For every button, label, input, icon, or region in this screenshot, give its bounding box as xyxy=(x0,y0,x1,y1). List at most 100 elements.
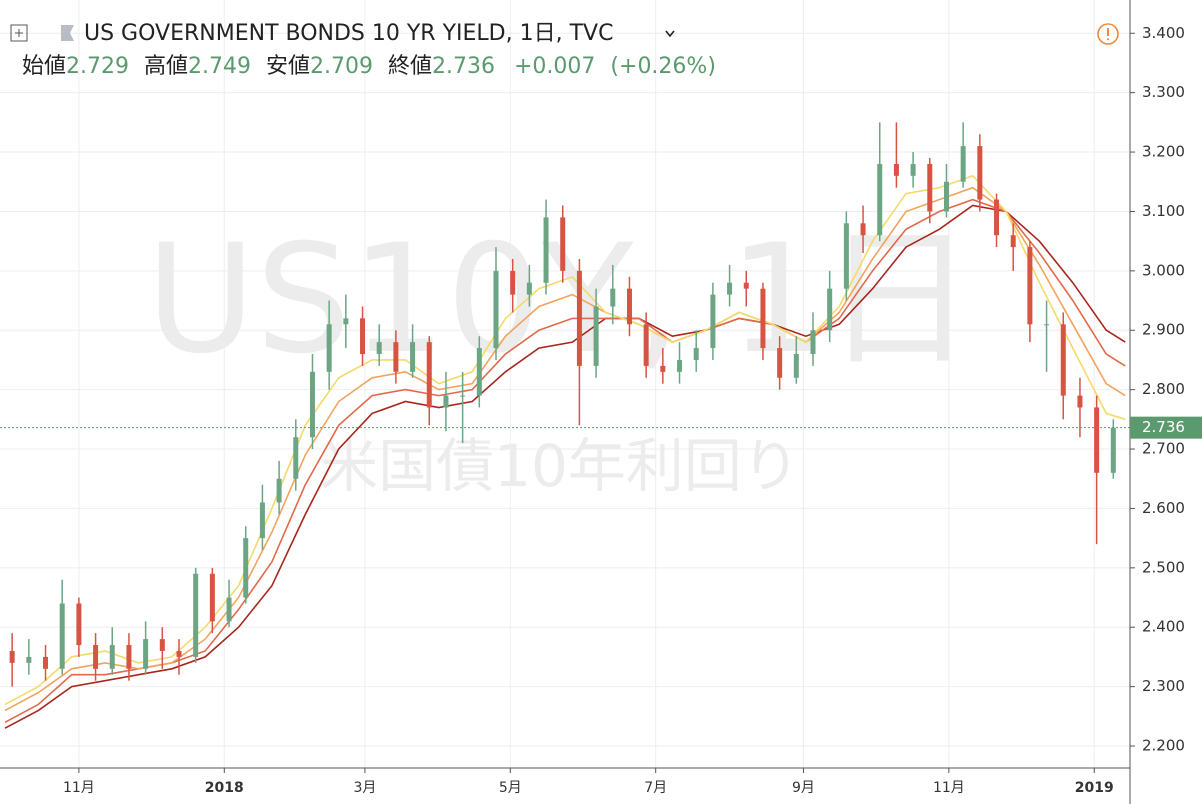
candle-body xyxy=(793,354,799,378)
x-tick-label: 2019 xyxy=(1075,780,1114,796)
candle-body xyxy=(126,645,132,669)
flag-icon xyxy=(61,25,74,41)
close-label: 終値 xyxy=(388,54,432,79)
candle-body xyxy=(360,318,366,355)
candle-body xyxy=(293,437,299,479)
y-tick-label: 3.100 xyxy=(1142,202,1185,220)
candle-body xyxy=(43,656,49,669)
candle-body xyxy=(626,288,632,325)
candle-body xyxy=(994,199,1000,236)
candle-body xyxy=(226,597,232,622)
candle-body xyxy=(410,342,416,372)
candle-body xyxy=(259,502,265,539)
candle-body xyxy=(560,217,566,271)
candle-body xyxy=(1010,235,1016,248)
candle-body xyxy=(1077,395,1083,408)
y-tick-label: 3.400 xyxy=(1142,24,1185,42)
candle-body xyxy=(710,294,716,349)
y-tick-label: 2.800 xyxy=(1142,380,1185,398)
candle-body xyxy=(727,282,733,295)
candle-body xyxy=(1044,324,1050,326)
y-tick-label: 2.500 xyxy=(1142,558,1185,576)
candle-body xyxy=(109,645,115,669)
candle-body xyxy=(543,217,549,283)
candle-body xyxy=(610,288,616,307)
moving-average-line xyxy=(4,204,1126,729)
y-tick-label: 2.900 xyxy=(1142,321,1185,339)
low-label: 安値 xyxy=(266,54,310,79)
candle-body xyxy=(143,639,149,669)
candle-body xyxy=(493,270,499,349)
axes: 2.200 2.300 2.400 2.500 2.600 2.700 2.800 2.900… xyxy=(63,24,1202,796)
open-label: 始値 xyxy=(22,54,66,79)
change-value: +0.007 xyxy=(514,54,595,79)
dropdown-caret[interactable] xyxy=(665,30,675,38)
candle-body xyxy=(827,288,833,331)
candle-body xyxy=(510,270,516,295)
candle-body xyxy=(893,163,899,176)
candle-body xyxy=(443,395,449,408)
watermark-sub: 米国債10年利回り xyxy=(320,432,800,500)
candle-body xyxy=(643,324,649,366)
candle-body xyxy=(576,270,582,366)
watermark: US10Y, 1日 xyxy=(146,213,974,387)
change-percent: (+0.26%) xyxy=(610,54,716,79)
x-tick-label: 5月 xyxy=(499,780,522,796)
x-tick-label: 3月 xyxy=(353,780,376,796)
candle-body xyxy=(877,163,883,236)
x-tick-label: 11月 xyxy=(933,780,965,796)
candle-body xyxy=(677,359,683,372)
candle-body xyxy=(777,348,783,378)
chart-title: US GOVERNMENT BONDS 10 YR YIELD, 1日, TVC xyxy=(84,21,613,46)
candle-body xyxy=(159,639,165,651)
y-tick-label: 2.200 xyxy=(1142,737,1185,755)
last-price-tag xyxy=(1130,416,1202,439)
x-tick-label: 7月 xyxy=(644,780,667,796)
candle-body xyxy=(209,573,215,622)
candle-body xyxy=(1094,407,1100,473)
candle-body xyxy=(927,163,933,212)
candle-body xyxy=(526,282,532,295)
candle-body xyxy=(810,330,816,355)
candle-body xyxy=(760,288,766,349)
expand-icon-cross xyxy=(15,29,23,37)
y-tick-label: 3.300 xyxy=(1142,83,1185,101)
candle-body xyxy=(276,478,282,503)
candle-body xyxy=(9,650,15,663)
candle-body xyxy=(977,146,983,200)
candle-body xyxy=(1027,247,1033,325)
candle-body xyxy=(593,306,599,366)
y-tick-label: 2.700 xyxy=(1142,440,1185,458)
candle-body xyxy=(93,645,99,669)
candle-body xyxy=(343,318,349,325)
high-value: 2.749 xyxy=(188,54,251,79)
candle-body xyxy=(309,371,315,438)
candle-body xyxy=(243,538,249,598)
header: US GOVERNMENT BONDS 10 YR YIELD, 1日, TVC… xyxy=(10,21,1119,79)
candle-body xyxy=(426,342,432,408)
candle-body xyxy=(176,650,182,657)
candle-body xyxy=(26,656,32,663)
candle-body xyxy=(943,181,949,212)
candle-body xyxy=(326,324,332,372)
y-tick-label: 2.600 xyxy=(1142,499,1185,517)
candle-body xyxy=(460,395,466,397)
candle-body xyxy=(743,282,749,289)
candle-body xyxy=(376,342,382,355)
y-tick-label: 3.200 xyxy=(1142,143,1185,161)
expand-icon[interactable] xyxy=(10,24,28,42)
alert-icon[interactable] xyxy=(1097,23,1119,45)
y-tick-label: 2.400 xyxy=(1142,618,1185,636)
candle-body xyxy=(1060,324,1066,396)
candle-body xyxy=(860,223,866,236)
x-tick-label: 11月 xyxy=(63,780,95,796)
candle-body xyxy=(76,603,82,646)
candle-body xyxy=(843,223,849,289)
y-tick-label: 2.300 xyxy=(1142,677,1185,695)
plot xyxy=(0,122,1130,729)
y-tick-label: 3.000 xyxy=(1142,261,1185,279)
high-label: 高値 xyxy=(144,54,188,79)
candle-body xyxy=(476,348,482,396)
